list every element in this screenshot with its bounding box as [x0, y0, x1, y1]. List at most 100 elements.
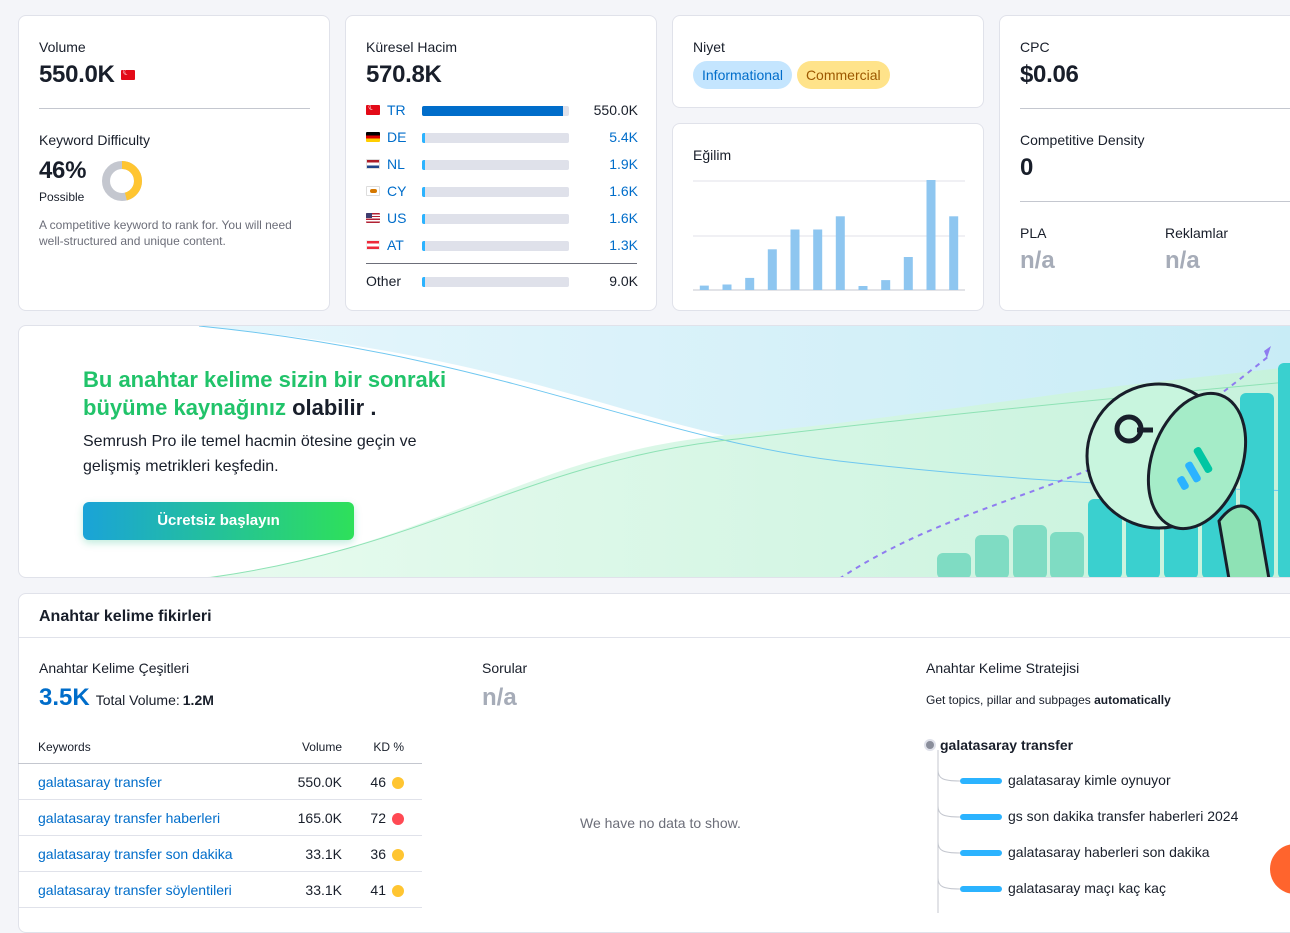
keyword-volume: 33.1K	[305, 882, 342, 898]
table-row: galatasaray transfer söylentileri 33.1K 41	[18, 872, 422, 908]
country-volume[interactable]: 1.3K	[609, 237, 638, 253]
country-share-bar	[422, 106, 569, 116]
banner-headline-dark: olabilir .	[292, 395, 377, 420]
intent-title: Niyet	[693, 39, 725, 55]
mascot-illustration	[1085, 382, 1271, 577]
variations-title: Anahtar Kelime Çeşitleri	[39, 660, 190, 676]
trend-bar[interactable]	[745, 277, 755, 290]
kd-value: 46%	[39, 157, 87, 184]
total-volume-value: 1.2M	[182, 692, 214, 708]
country-code[interactable]: TR	[387, 102, 406, 118]
keyword-kd: 36	[370, 846, 386, 862]
trend-chart	[693, 180, 965, 291]
kd-dot-icon	[392, 777, 404, 789]
subtopic-bar-icon	[960, 886, 1002, 892]
country-row-tr[interactable]: TR 550.0K	[366, 102, 638, 118]
table-row: galatasaray transfer haberleri 165.0K 72	[18, 800, 422, 836]
volume-title: Volume	[39, 39, 86, 55]
trend-bar[interactable]	[858, 286, 868, 290]
at-flag-icon	[366, 240, 380, 250]
other-value: 9.0K	[609, 273, 638, 289]
header-kd[interactable]: KD %	[373, 740, 404, 754]
country-code[interactable]: AT	[387, 237, 404, 253]
country-volume[interactable]: 1.9K	[609, 156, 638, 172]
intent-tag-commercial: Commercial	[796, 61, 890, 89]
trend-bar[interactable]	[813, 229, 823, 291]
banner-cta-button[interactable]: Ücretsiz başlayın	[83, 502, 354, 540]
trend-bar[interactable]	[722, 284, 732, 291]
kd-dot-icon	[392, 813, 404, 825]
trend-bar[interactable]	[881, 280, 891, 290]
other-label: Other	[366, 273, 402, 289]
cy-flag-icon	[366, 186, 380, 196]
divider	[39, 108, 310, 109]
country-share-bar	[422, 133, 569, 143]
strategy-tree-lines	[937, 750, 960, 913]
country-share-bar	[422, 160, 569, 170]
keyword-link[interactable]: galatasaray transfer söylentileri	[38, 882, 232, 898]
country-share-bar	[422, 187, 569, 197]
kd-dot-icon	[392, 849, 404, 861]
strategy-description: Get topics, pillar and subpages automati…	[926, 693, 1171, 707]
country-volume[interactable]: 550.0K	[593, 102, 638, 118]
keyword-kd: 46	[370, 774, 386, 790]
country-volume[interactable]: 5.4K	[609, 129, 638, 145]
de-flag-icon	[366, 132, 380, 142]
keyword-link[interactable]: galatasaray transfer	[38, 774, 162, 790]
subtopic-bar-icon	[960, 778, 1002, 784]
keyword-link[interactable]: galatasaray transfer haberleri	[38, 810, 221, 826]
subtopic-bar-icon	[960, 850, 1002, 856]
trend-title: Eğilim	[693, 147, 732, 163]
strategy-title: Anahtar Kelime Stratejisi	[926, 660, 1080, 676]
trend-bar[interactable]	[767, 249, 777, 290]
country-row-us[interactable]: US 1.6K	[366, 210, 638, 226]
global-value: 570.8K	[366, 61, 442, 88]
trend-bar[interactable]	[790, 229, 800, 291]
keywords-table-header: Keywords Volume KD %	[18, 738, 422, 764]
country-code[interactable]: NL	[387, 156, 405, 172]
country-row-nl[interactable]: NL 1.9K	[366, 156, 638, 172]
banner-subtitle: Semrush Pro ile temel hacmin ötesine geç…	[83, 433, 417, 475]
country-code[interactable]: DE	[387, 129, 407, 145]
trend-bar[interactable]	[903, 257, 913, 290]
country-row-at[interactable]: AT 1.3K	[366, 237, 638, 253]
trend-bar[interactable]	[949, 216, 959, 290]
header-volume[interactable]: Volume	[301, 740, 342, 754]
strategy-tree-node-icon	[926, 741, 934, 749]
divider	[1020, 108, 1290, 109]
header-keywords: Keywords	[38, 740, 91, 754]
country-row-de[interactable]: DE 5.4K	[366, 129, 638, 145]
cpc-card: CPC $0.06 Competitive Density 0 PLA n/a …	[999, 15, 1290, 311]
trend-bar[interactable]	[926, 180, 936, 290]
country-row-other: Other 9.0K	[366, 273, 638, 289]
kd-dot-icon	[392, 885, 404, 897]
kd-title: Keyword Difficulty	[39, 132, 151, 148]
chat-fab-button[interactable]	[1270, 844, 1290, 894]
country-code[interactable]: US	[387, 210, 407, 226]
country-code[interactable]: CY	[387, 183, 407, 199]
global-volume-card: Küresel Hacim 570.8K TR 550.0K DE 5.4K NL 1.9…	[345, 15, 657, 311]
divider	[19, 637, 1290, 638]
country-share-bar	[422, 241, 569, 251]
banner-headline-green: Bu anahtar kelime sizin bir sonraki büyü…	[83, 367, 447, 420]
ads-title: Reklamlar	[1165, 225, 1229, 241]
country-row-cy[interactable]: CY 1.6K	[366, 183, 638, 199]
country-volume[interactable]: 1.6K	[609, 183, 638, 199]
strategy-root[interactable]: galatasaray transfer	[940, 737, 1074, 753]
nl-flag-icon	[366, 159, 380, 169]
global-title: Küresel Hacim	[366, 39, 458, 55]
variations-count[interactable]: 3.5K	[39, 684, 90, 711]
trend-bar[interactable]	[699, 285, 709, 290]
keyword-volume: 33.1K	[305, 846, 342, 862]
ideas-title: Anahtar kelime fikirleri	[39, 608, 212, 625]
keyword-link[interactable]: galatasaray transfer son dakika	[38, 846, 233, 862]
keyword-volume: 550.0K	[297, 774, 342, 790]
country-volume[interactable]: 1.6K	[609, 210, 638, 226]
keyword-kd: 41	[370, 882, 386, 898]
table-row: galatasaray transfer 550.0K 46	[18, 764, 422, 800]
volume-card: Volume 550.0K Keyword Difficulty 46% Pos…	[18, 15, 330, 311]
tr-flag-icon	[366, 105, 380, 115]
trend-bar[interactable]	[835, 216, 845, 290]
cpc-title: CPC	[1020, 39, 1050, 55]
density-title: Competitive Density	[1020, 132, 1145, 148]
